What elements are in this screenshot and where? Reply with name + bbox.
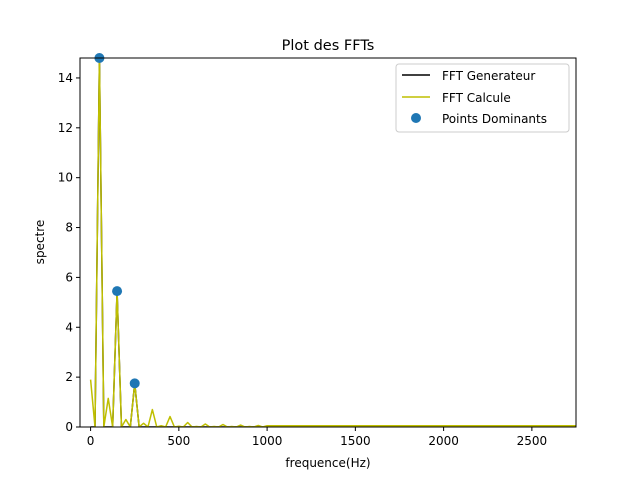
plot-area [89, 53, 576, 427]
axes-frame [79, 57, 577, 428]
y-tick-label: 14 [58, 71, 73, 85]
y-tick-label: 10 [58, 171, 73, 185]
dominant-point [129, 378, 140, 389]
legend: FFT Generateur FFT Calcule Points Domina… [395, 63, 570, 133]
chart-title: Plot des FFTs [282, 38, 375, 54]
legend-label-points-dominants: Points Dominants [442, 112, 547, 126]
series-line-fft-calcule [89, 57, 576, 427]
axis-ticks: 0 500 1000 1500 2000 2500 0 2 4 6 8 10 12 14 [58, 71, 547, 448]
x-tick-label: 500 [167, 434, 190, 448]
y-tick-label: 6 [65, 270, 73, 284]
y-tick-label: 12 [58, 121, 73, 135]
y-tick-label: 0 [65, 420, 73, 434]
x-tick-label: 1000 [252, 434, 283, 448]
y-tick-label: 2 [65, 370, 73, 384]
x-tick-label: 0 [87, 434, 95, 448]
x-tick-label: 1500 [340, 434, 371, 448]
x-tick-label: 2000 [428, 434, 459, 448]
y-tick-label: 4 [65, 320, 73, 334]
series-lines [89, 57, 576, 427]
x-axis-label: frequence(Hz) [285, 456, 370, 470]
legend-box [395, 63, 570, 133]
legend-swatch-points-dominants [411, 113, 421, 123]
x-tick-label: 2500 [517, 434, 548, 448]
legend-label-fft-calcule: FFT Calcule [442, 91, 511, 105]
dominant-point [112, 286, 123, 297]
legend-label-fft-generateur: FFT Generateur [442, 69, 535, 83]
y-tick-label: 8 [65, 221, 73, 235]
y-axis-label: spectre [33, 220, 47, 265]
